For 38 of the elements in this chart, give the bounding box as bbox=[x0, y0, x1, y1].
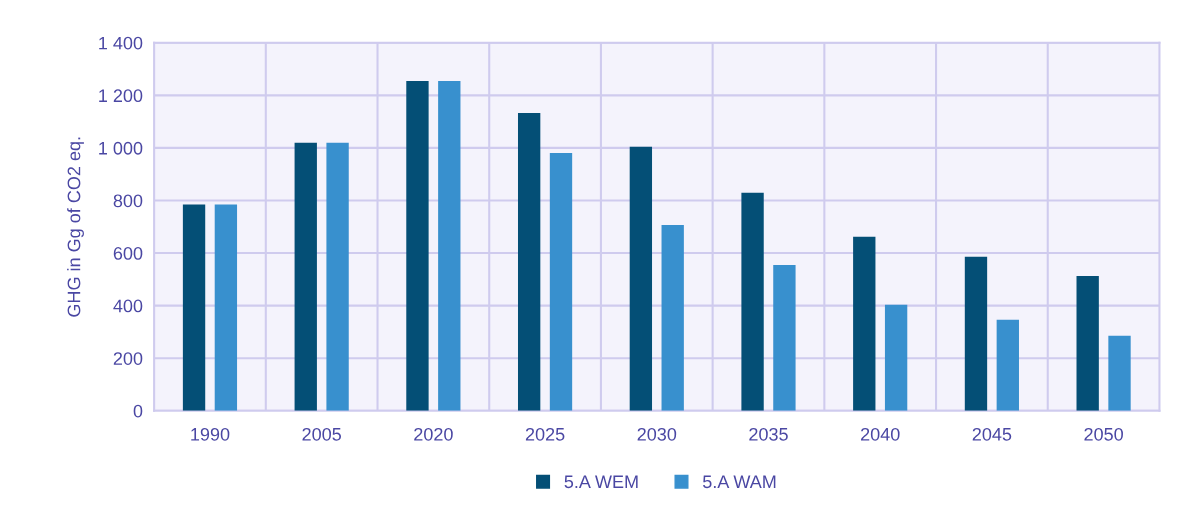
y-tick-label: 400 bbox=[113, 299, 143, 313]
y-tick-label: 1 000 bbox=[99, 141, 143, 155]
y-tick-label: 600 bbox=[113, 247, 143, 260]
bar bbox=[294, 142, 317, 411]
bar bbox=[326, 142, 349, 411]
bar bbox=[884, 304, 908, 411]
legend-label: 5.A WAM bbox=[702, 475, 776, 489]
bar bbox=[1076, 275, 1099, 411]
bar bbox=[182, 204, 206, 411]
y-tick-label: 0 bbox=[133, 404, 143, 418]
x-tick-label: 2035 bbox=[749, 427, 788, 441]
bar bbox=[996, 319, 1019, 411]
bar bbox=[661, 224, 684, 411]
bar bbox=[853, 236, 876, 411]
bar bbox=[629, 146, 653, 411]
y-tick-label: 200 bbox=[113, 352, 143, 365]
bar bbox=[214, 204, 238, 411]
bar bbox=[741, 192, 764, 411]
x-tick-label: 1990 bbox=[191, 427, 230, 441]
bar bbox=[406, 80, 429, 411]
bar bbox=[438, 80, 461, 411]
x-tick-label: 2025 bbox=[525, 427, 565, 441]
y-tick-label: 1 200 bbox=[99, 89, 143, 103]
bar bbox=[773, 264, 796, 411]
x-tick-label: 2040 bbox=[861, 427, 900, 441]
bar bbox=[964, 256, 988, 411]
y-tick-label: 1 400 bbox=[99, 36, 143, 50]
x-tick-label: 2030 bbox=[637, 427, 677, 441]
y-tick-label: 800 bbox=[113, 194, 143, 208]
x-tick-label: 2045 bbox=[972, 427, 1012, 441]
bar bbox=[1108, 335, 1131, 411]
bar bbox=[549, 152, 573, 411]
bar bbox=[517, 112, 541, 411]
x-tick-label: 2005 bbox=[302, 427, 341, 441]
x-tick-label: 2020 bbox=[414, 427, 453, 441]
y-axis-title: GHG in Gg of CO2 eq. bbox=[67, 137, 84, 317]
legend-label: 5.A WEM bbox=[564, 475, 638, 489]
x-tick-label: 2050 bbox=[1084, 427, 1123, 441]
